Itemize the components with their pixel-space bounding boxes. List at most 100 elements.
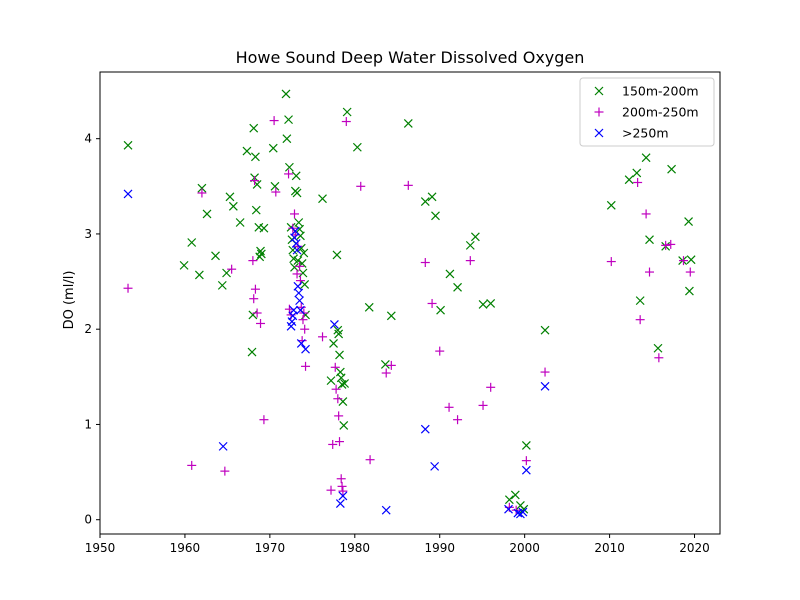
data-point — [220, 466, 230, 476]
data-point — [338, 486, 348, 496]
legend-label: 150m-200m — [622, 84, 699, 99]
data-point — [289, 209, 299, 219]
data-point — [521, 440, 531, 450]
data-point — [235, 218, 245, 227]
data-point — [123, 189, 133, 199]
data-point — [403, 180, 413, 190]
data-point — [470, 232, 480, 242]
data-point — [337, 380, 347, 389]
data-point — [334, 329, 344, 339]
data-point — [248, 310, 258, 320]
data-point — [540, 381, 550, 391]
data-point — [123, 140, 133, 150]
data-point — [256, 318, 266, 328]
data-point — [252, 308, 262, 318]
x-tick-label: 1950 — [85, 541, 116, 555]
legend-marker — [594, 86, 604, 96]
data-point — [641, 209, 651, 219]
data-point — [427, 192, 437, 202]
data-point — [292, 245, 302, 255]
data-point — [380, 360, 390, 369]
data-point — [290, 226, 300, 236]
data-point — [256, 249, 266, 259]
data-point — [281, 89, 291, 99]
data-point — [339, 420, 349, 430]
data-point — [653, 343, 663, 353]
data-point — [247, 347, 257, 357]
chart-title: Howe Sound Deep Water Dissolved Oxygen — [236, 48, 585, 67]
data-point — [251, 152, 260, 162]
legend-label: >250m — [622, 126, 669, 141]
data-point — [282, 134, 292, 144]
y-tick-label: 3 — [84, 227, 92, 241]
data-point — [329, 339, 338, 348]
data-point — [431, 211, 440, 221]
data-point — [606, 200, 616, 210]
data-point — [301, 344, 310, 354]
data-point — [654, 353, 664, 363]
data-point — [291, 171, 301, 181]
data-point — [301, 361, 311, 371]
data-point — [335, 350, 344, 360]
data-point — [633, 177, 643, 187]
data-point — [295, 261, 305, 271]
data-point — [335, 437, 345, 447]
data-point — [211, 251, 220, 261]
data-point — [420, 424, 430, 434]
data-points — [123, 89, 696, 519]
data-point — [318, 194, 327, 204]
y-tick-label: 2 — [84, 322, 92, 336]
data-point — [187, 238, 197, 247]
data-point — [296, 339, 306, 348]
data-point — [242, 146, 252, 156]
data-point — [326, 376, 336, 386]
data-point — [504, 495, 514, 505]
series-1 — [123, 89, 696, 514]
y-axis-label: DO (ml/l) — [62, 271, 77, 330]
data-point — [624, 175, 634, 185]
x-tick-label: 2010 — [594, 541, 625, 555]
x-tick-label: 1980 — [340, 541, 371, 555]
data-point — [293, 256, 303, 266]
data-point — [332, 250, 342, 260]
data-point — [194, 270, 204, 280]
data-point — [251, 205, 261, 215]
data-point — [606, 257, 616, 267]
legend-marker — [594, 107, 604, 117]
data-point — [328, 439, 338, 449]
data-point — [684, 217, 693, 226]
data-point — [256, 246, 265, 256]
x-tick-label: 1990 — [424, 541, 455, 555]
data-point — [318, 332, 328, 342]
data-point — [336, 474, 346, 484]
data-point — [333, 394, 343, 404]
data-point — [632, 168, 642, 178]
data-point — [284, 115, 293, 125]
data-point — [386, 311, 396, 321]
plot-frame — [99, 71, 721, 535]
data-point — [435, 346, 445, 356]
data-point — [228, 201, 238, 211]
data-point — [521, 456, 531, 466]
x-tick-label: 1970 — [255, 541, 286, 555]
legend-marker — [594, 128, 604, 138]
data-point — [540, 325, 550, 335]
data-point — [197, 188, 207, 198]
data-point — [248, 256, 258, 266]
data-point — [478, 400, 488, 410]
data-point — [299, 248, 309, 258]
data-point — [340, 379, 350, 388]
data-point — [678, 256, 688, 266]
data-point — [403, 119, 413, 128]
data-point — [268, 143, 278, 153]
data-point — [227, 264, 237, 274]
data-point — [430, 461, 440, 471]
data-point — [511, 505, 521, 515]
data-point — [427, 298, 437, 308]
data-point — [296, 305, 305, 315]
y-tick-label: 1 — [84, 417, 92, 431]
data-point — [341, 117, 351, 127]
data-point — [453, 282, 462, 292]
data-point — [187, 460, 197, 470]
